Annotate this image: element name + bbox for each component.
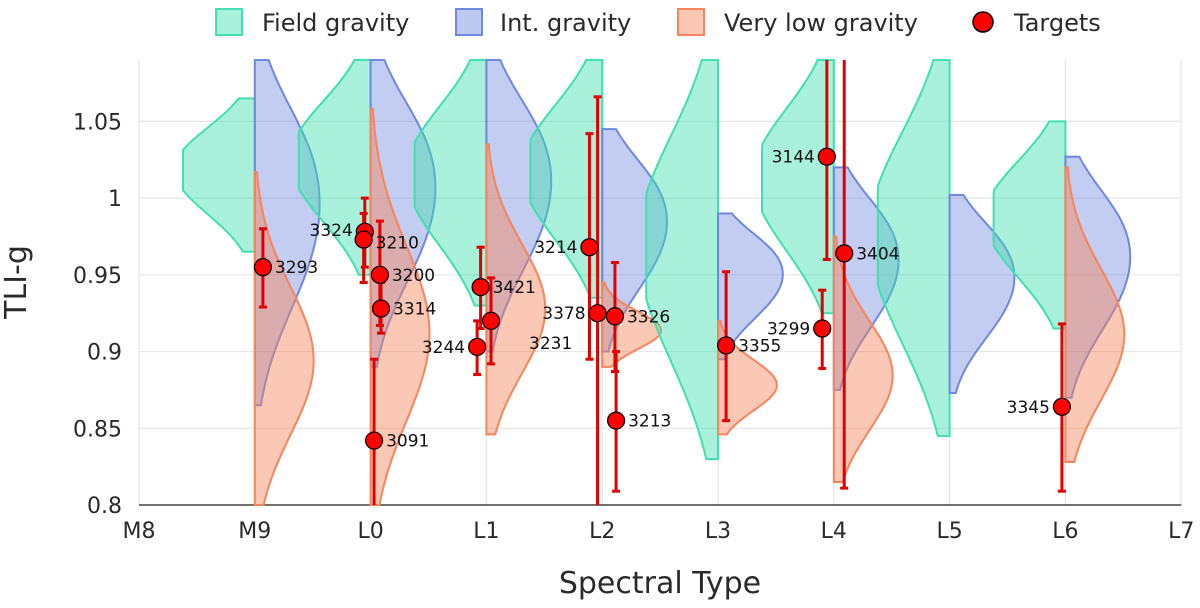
target-point-3345[interactable]	[1052, 397, 1072, 416]
target-point-3293[interactable]	[253, 258, 273, 277]
target-label-3091: 3091	[386, 432, 429, 452]
violin-vlg-m9	[253, 170, 315, 506]
violins	[182, 59, 1132, 506]
x-tick-label-l1: L1	[473, 519, 499, 544]
target-label-3214: 3214	[534, 238, 577, 258]
x-tick-label-m8: M8	[123, 519, 156, 544]
x-tick-label-l0: L0	[357, 519, 383, 544]
legend-item-int[interactable]: Int. gravity	[455, 8, 631, 37]
target-point-3421[interactable]	[471, 278, 490, 297]
x-tick-label-l4: L4	[821, 519, 847, 544]
target-label-3326: 3326	[627, 307, 670, 327]
y-tick-label-1: 0.85	[73, 417, 122, 442]
target-label-3324: 3324	[310, 221, 353, 241]
violin-int-l0	[369, 59, 437, 368]
violin-field-l3	[645, 59, 719, 461]
x-tick-label-l7: L7	[1168, 519, 1194, 544]
violin-field-l4	[761, 59, 835, 315]
target-labels: 3293 3324 3210 3200 3314 3091 3421 3231 3244 3214…	[275, 148, 1050, 452]
violin-field-l0	[297, 59, 372, 276]
target-label-3355: 3355	[738, 336, 781, 356]
target-point-3200[interactable]	[370, 265, 389, 284]
target-point-3091[interactable]	[364, 431, 384, 450]
violin-vlg-l1	[485, 143, 547, 436]
target-label-3210: 3210	[376, 234, 419, 254]
target-label-3314: 3314	[393, 300, 436, 320]
target-point-3231[interactable]	[481, 311, 501, 330]
target-points	[253, 147, 1072, 450]
target-label-3378: 3378	[542, 304, 585, 324]
legend-item-vlg[interactable]: Very low gravity	[677, 8, 918, 37]
target-label-3293: 3293	[275, 258, 318, 278]
violin-field-l5	[876, 59, 951, 437]
legend-label-field: Field gravity	[262, 9, 409, 37]
axis-ticks: M8 M9 L0 L1 L2 L3 L4 L5 L6 L7 0.8 0.85 0.9 0.95 1 1.05	[73, 110, 1194, 544]
y-tick-label-5: 1.05	[73, 110, 122, 135]
x-tick-label-l3: L3	[705, 519, 731, 544]
target-point-3214[interactable]	[580, 238, 599, 257]
y-tick-label-0: 0.8	[87, 494, 122, 519]
violin-field-m9	[182, 97, 256, 253]
y-tick-label-2: 0.9	[87, 341, 122, 366]
legend-swatch-vlg	[677, 8, 705, 36]
target-point-3326[interactable]	[605, 307, 625, 326]
legend-marker-targets	[972, 11, 994, 33]
target-point-3404[interactable]	[835, 244, 854, 263]
y-tick-label-4: 1	[108, 187, 122, 212]
y-tick-label-3: 0.95	[73, 264, 122, 289]
target-point-3213[interactable]	[606, 411, 626, 430]
x-axis-title: Spectral Type	[559, 566, 761, 601]
violin-int-l4	[832, 166, 900, 391]
violin-vlg-l0	[369, 108, 431, 506]
target-label-3421: 3421	[493, 278, 536, 298]
legend-swatch-int	[455, 8, 483, 36]
target-point-3299[interactable]	[813, 319, 832, 338]
target-point-3314[interactable]	[371, 299, 391, 318]
x-tick-label-m9: M9	[238, 519, 271, 544]
violin-vlg-l2	[601, 281, 663, 368]
violin-int-l6	[1064, 155, 1132, 399]
target-point-3244[interactable]	[468, 337, 487, 357]
target-label-3231: 3231	[529, 334, 572, 354]
legend: Field gravity Int. gravity Very low grav…	[215, 8, 1101, 37]
violin-int-l3	[717, 212, 784, 361]
legend-item-targets[interactable]: Targets	[972, 9, 1101, 37]
target-label-3404: 3404	[856, 244, 899, 264]
violin-field-l6	[992, 120, 1067, 330]
violin-vlg-l6	[1064, 166, 1126, 464]
y-axis-title: TLI-g	[0, 245, 34, 320]
target-label-3144: 3144	[772, 148, 815, 168]
error-bars	[258, 60, 1066, 505]
target-label-3200: 3200	[392, 266, 435, 286]
legend-label-int: Int. gravity	[500, 9, 631, 37]
legend-label-targets: Targets	[1013, 9, 1101, 37]
violin-field-l2	[529, 59, 604, 299]
target-point-3144[interactable]	[817, 147, 836, 166]
target-point-3378[interactable]	[588, 304, 607, 323]
violin-field-l1	[413, 59, 488, 307]
target-point-3355[interactable]	[717, 336, 736, 355]
x-tick-label-l5: L5	[936, 519, 962, 544]
x-tick-label-l6: L6	[1052, 519, 1078, 544]
violin-int-l5	[948, 193, 1016, 395]
violin-int-m9	[253, 59, 321, 407]
x-tick-label-l2: L2	[589, 519, 615, 544]
target-label-3244: 3244	[422, 338, 465, 358]
legend-item-field[interactable]: Field gravity	[215, 8, 409, 37]
target-label-3299: 3299	[767, 320, 810, 340]
legend-label-vlg: Very low gravity	[724, 9, 918, 37]
legend-swatch-field	[215, 8, 243, 36]
target-label-3213: 3213	[628, 412, 671, 432]
target-label-3345: 3345	[1007, 398, 1050, 418]
target-point-3210[interactable]	[354, 230, 373, 249]
